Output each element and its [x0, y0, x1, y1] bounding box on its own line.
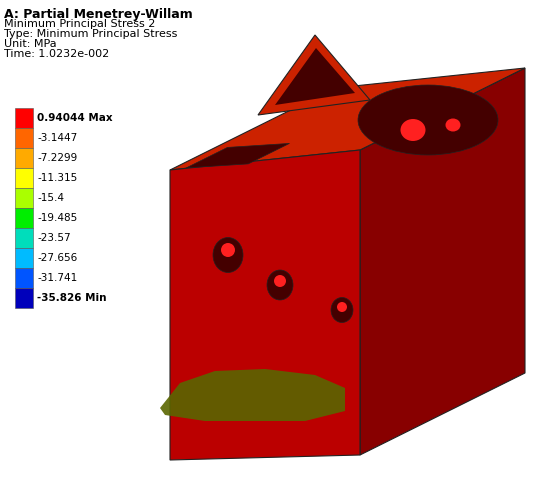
Ellipse shape	[274, 275, 286, 287]
Text: A: Partial Menetrey-Willam: A: Partial Menetrey-Willam	[4, 8, 193, 21]
FancyBboxPatch shape	[15, 268, 33, 288]
Ellipse shape	[267, 270, 293, 300]
Text: -3.1447: -3.1447	[37, 133, 77, 143]
Text: -31.741: -31.741	[37, 273, 77, 283]
Ellipse shape	[446, 119, 460, 131]
FancyBboxPatch shape	[15, 288, 33, 308]
Ellipse shape	[213, 237, 243, 273]
Ellipse shape	[358, 85, 498, 155]
Text: -27.656: -27.656	[37, 253, 77, 263]
FancyBboxPatch shape	[15, 108, 33, 128]
Polygon shape	[186, 143, 289, 168]
Text: Unit: MPa: Unit: MPa	[4, 39, 57, 49]
Text: -7.2299: -7.2299	[37, 153, 77, 163]
Text: -11.315: -11.315	[37, 173, 77, 183]
Polygon shape	[160, 369, 345, 421]
Polygon shape	[275, 48, 355, 105]
Polygon shape	[170, 68, 525, 170]
Text: -23.57: -23.57	[37, 233, 71, 243]
Ellipse shape	[337, 302, 347, 312]
Text: -19.485: -19.485	[37, 213, 77, 223]
Ellipse shape	[331, 297, 353, 322]
FancyBboxPatch shape	[15, 148, 33, 168]
Polygon shape	[258, 35, 370, 115]
Text: Type: Minimum Principal Stress: Type: Minimum Principal Stress	[4, 29, 177, 39]
Text: -35.826 Min: -35.826 Min	[37, 293, 107, 303]
Text: 0.94044 Max: 0.94044 Max	[37, 113, 113, 123]
Text: Minimum Principal Stress 2: Minimum Principal Stress 2	[4, 19, 155, 29]
Ellipse shape	[400, 119, 425, 141]
FancyBboxPatch shape	[15, 128, 33, 148]
FancyBboxPatch shape	[15, 188, 33, 208]
FancyBboxPatch shape	[15, 248, 33, 268]
Text: -15.4: -15.4	[37, 193, 64, 203]
Ellipse shape	[221, 243, 235, 257]
Polygon shape	[170, 150, 360, 460]
Polygon shape	[360, 68, 525, 455]
FancyBboxPatch shape	[15, 228, 33, 248]
FancyBboxPatch shape	[15, 168, 33, 188]
Text: Time: 1.0232e-002: Time: 1.0232e-002	[4, 49, 109, 59]
FancyBboxPatch shape	[15, 208, 33, 228]
